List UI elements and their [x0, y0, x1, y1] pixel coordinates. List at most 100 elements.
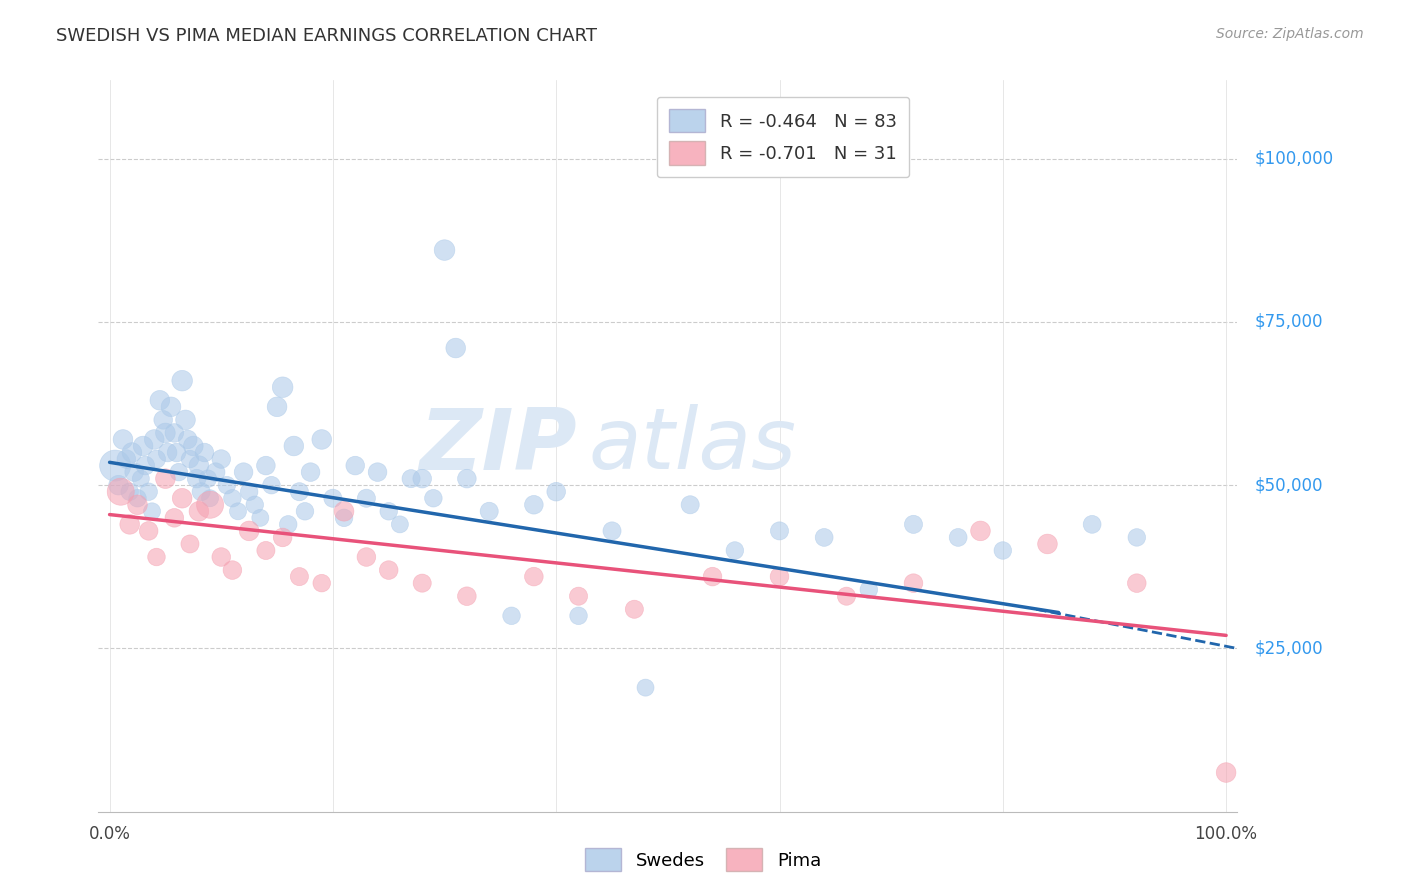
Point [356, 491, 378, 506]
Point [634, 681, 657, 695]
Point [254, 543, 277, 558]
Point [969, 524, 991, 538]
Point [167, 465, 190, 479]
Point [107, 478, 129, 492]
Point [221, 563, 243, 577]
Point [946, 530, 969, 544]
Point [249, 511, 271, 525]
Point [122, 465, 145, 479]
Point [266, 400, 288, 414]
Point [179, 452, 201, 467]
Point [377, 504, 399, 518]
Point [288, 484, 311, 499]
Point [294, 504, 316, 518]
Point [177, 433, 200, 447]
Point [163, 425, 186, 440]
Point [1036, 537, 1059, 551]
Point [152, 413, 174, 427]
Point [215, 478, 238, 492]
Point [271, 530, 294, 544]
Point [226, 504, 249, 518]
Point [232, 465, 254, 479]
Point [388, 517, 411, 532]
Point [433, 243, 456, 257]
Point [702, 569, 724, 583]
Point [209, 452, 232, 467]
Point [166, 445, 188, 459]
Point [422, 491, 444, 506]
Point [254, 458, 277, 473]
Text: SWEDISH VS PIMA MEDIAN EARNINGS CORRELATION CHART: SWEDISH VS PIMA MEDIAN EARNINGS CORRELAT… [56, 27, 598, 45]
Point [623, 602, 645, 616]
Point [768, 524, 790, 538]
Point [311, 433, 333, 447]
Point [344, 458, 367, 473]
Point [179, 537, 201, 551]
Point [149, 393, 172, 408]
Point [163, 511, 186, 525]
Point [903, 517, 925, 532]
Point [190, 484, 212, 499]
Point [138, 524, 160, 538]
Point [271, 380, 294, 394]
Point [523, 498, 546, 512]
Point [118, 517, 141, 532]
Point [333, 511, 356, 525]
Point [456, 589, 478, 603]
Point [724, 543, 747, 558]
Text: Source: ZipAtlas.com: Source: ZipAtlas.com [1216, 27, 1364, 41]
Point [260, 478, 283, 492]
Legend: Swedes, Pima: Swedes, Pima [578, 841, 828, 879]
Point [835, 589, 858, 603]
Point [311, 576, 333, 591]
Point [444, 341, 467, 355]
Point [456, 472, 478, 486]
Point [501, 608, 523, 623]
Point [299, 465, 322, 479]
Point [523, 569, 546, 583]
Point [243, 498, 266, 512]
Point [209, 549, 232, 564]
Point [160, 400, 183, 414]
Point [183, 439, 205, 453]
Point [991, 543, 1014, 558]
Point [567, 589, 589, 603]
Point [186, 472, 208, 486]
Point [174, 413, 197, 427]
Point [1215, 765, 1237, 780]
Point [411, 472, 433, 486]
Point [356, 549, 378, 564]
Point [283, 439, 305, 453]
Point [221, 491, 243, 506]
Point [768, 569, 790, 583]
Point [1126, 530, 1149, 544]
Point [143, 433, 166, 447]
Point [104, 458, 127, 473]
Point [567, 608, 589, 623]
Point [411, 576, 433, 591]
Point [193, 445, 215, 459]
Point [197, 472, 219, 486]
Point [679, 498, 702, 512]
Text: ZIP: ZIP [419, 404, 576, 488]
Point [121, 445, 143, 459]
Point [367, 465, 389, 479]
Point [172, 374, 194, 388]
Point [145, 549, 167, 564]
Point [277, 517, 299, 532]
Point [198, 498, 221, 512]
Point [138, 484, 160, 499]
Point [156, 445, 179, 459]
Point [333, 504, 356, 518]
Point [478, 504, 501, 518]
Point [399, 472, 422, 486]
Point [141, 504, 163, 518]
Point [155, 425, 177, 440]
Point [1126, 576, 1149, 591]
Point [118, 484, 141, 499]
Legend: R = -0.464   N = 83, R = -0.701   N = 31: R = -0.464 N = 83, R = -0.701 N = 31 [657, 96, 910, 178]
Point [127, 491, 149, 506]
Point [600, 524, 623, 538]
Point [322, 491, 344, 506]
Point [238, 524, 260, 538]
